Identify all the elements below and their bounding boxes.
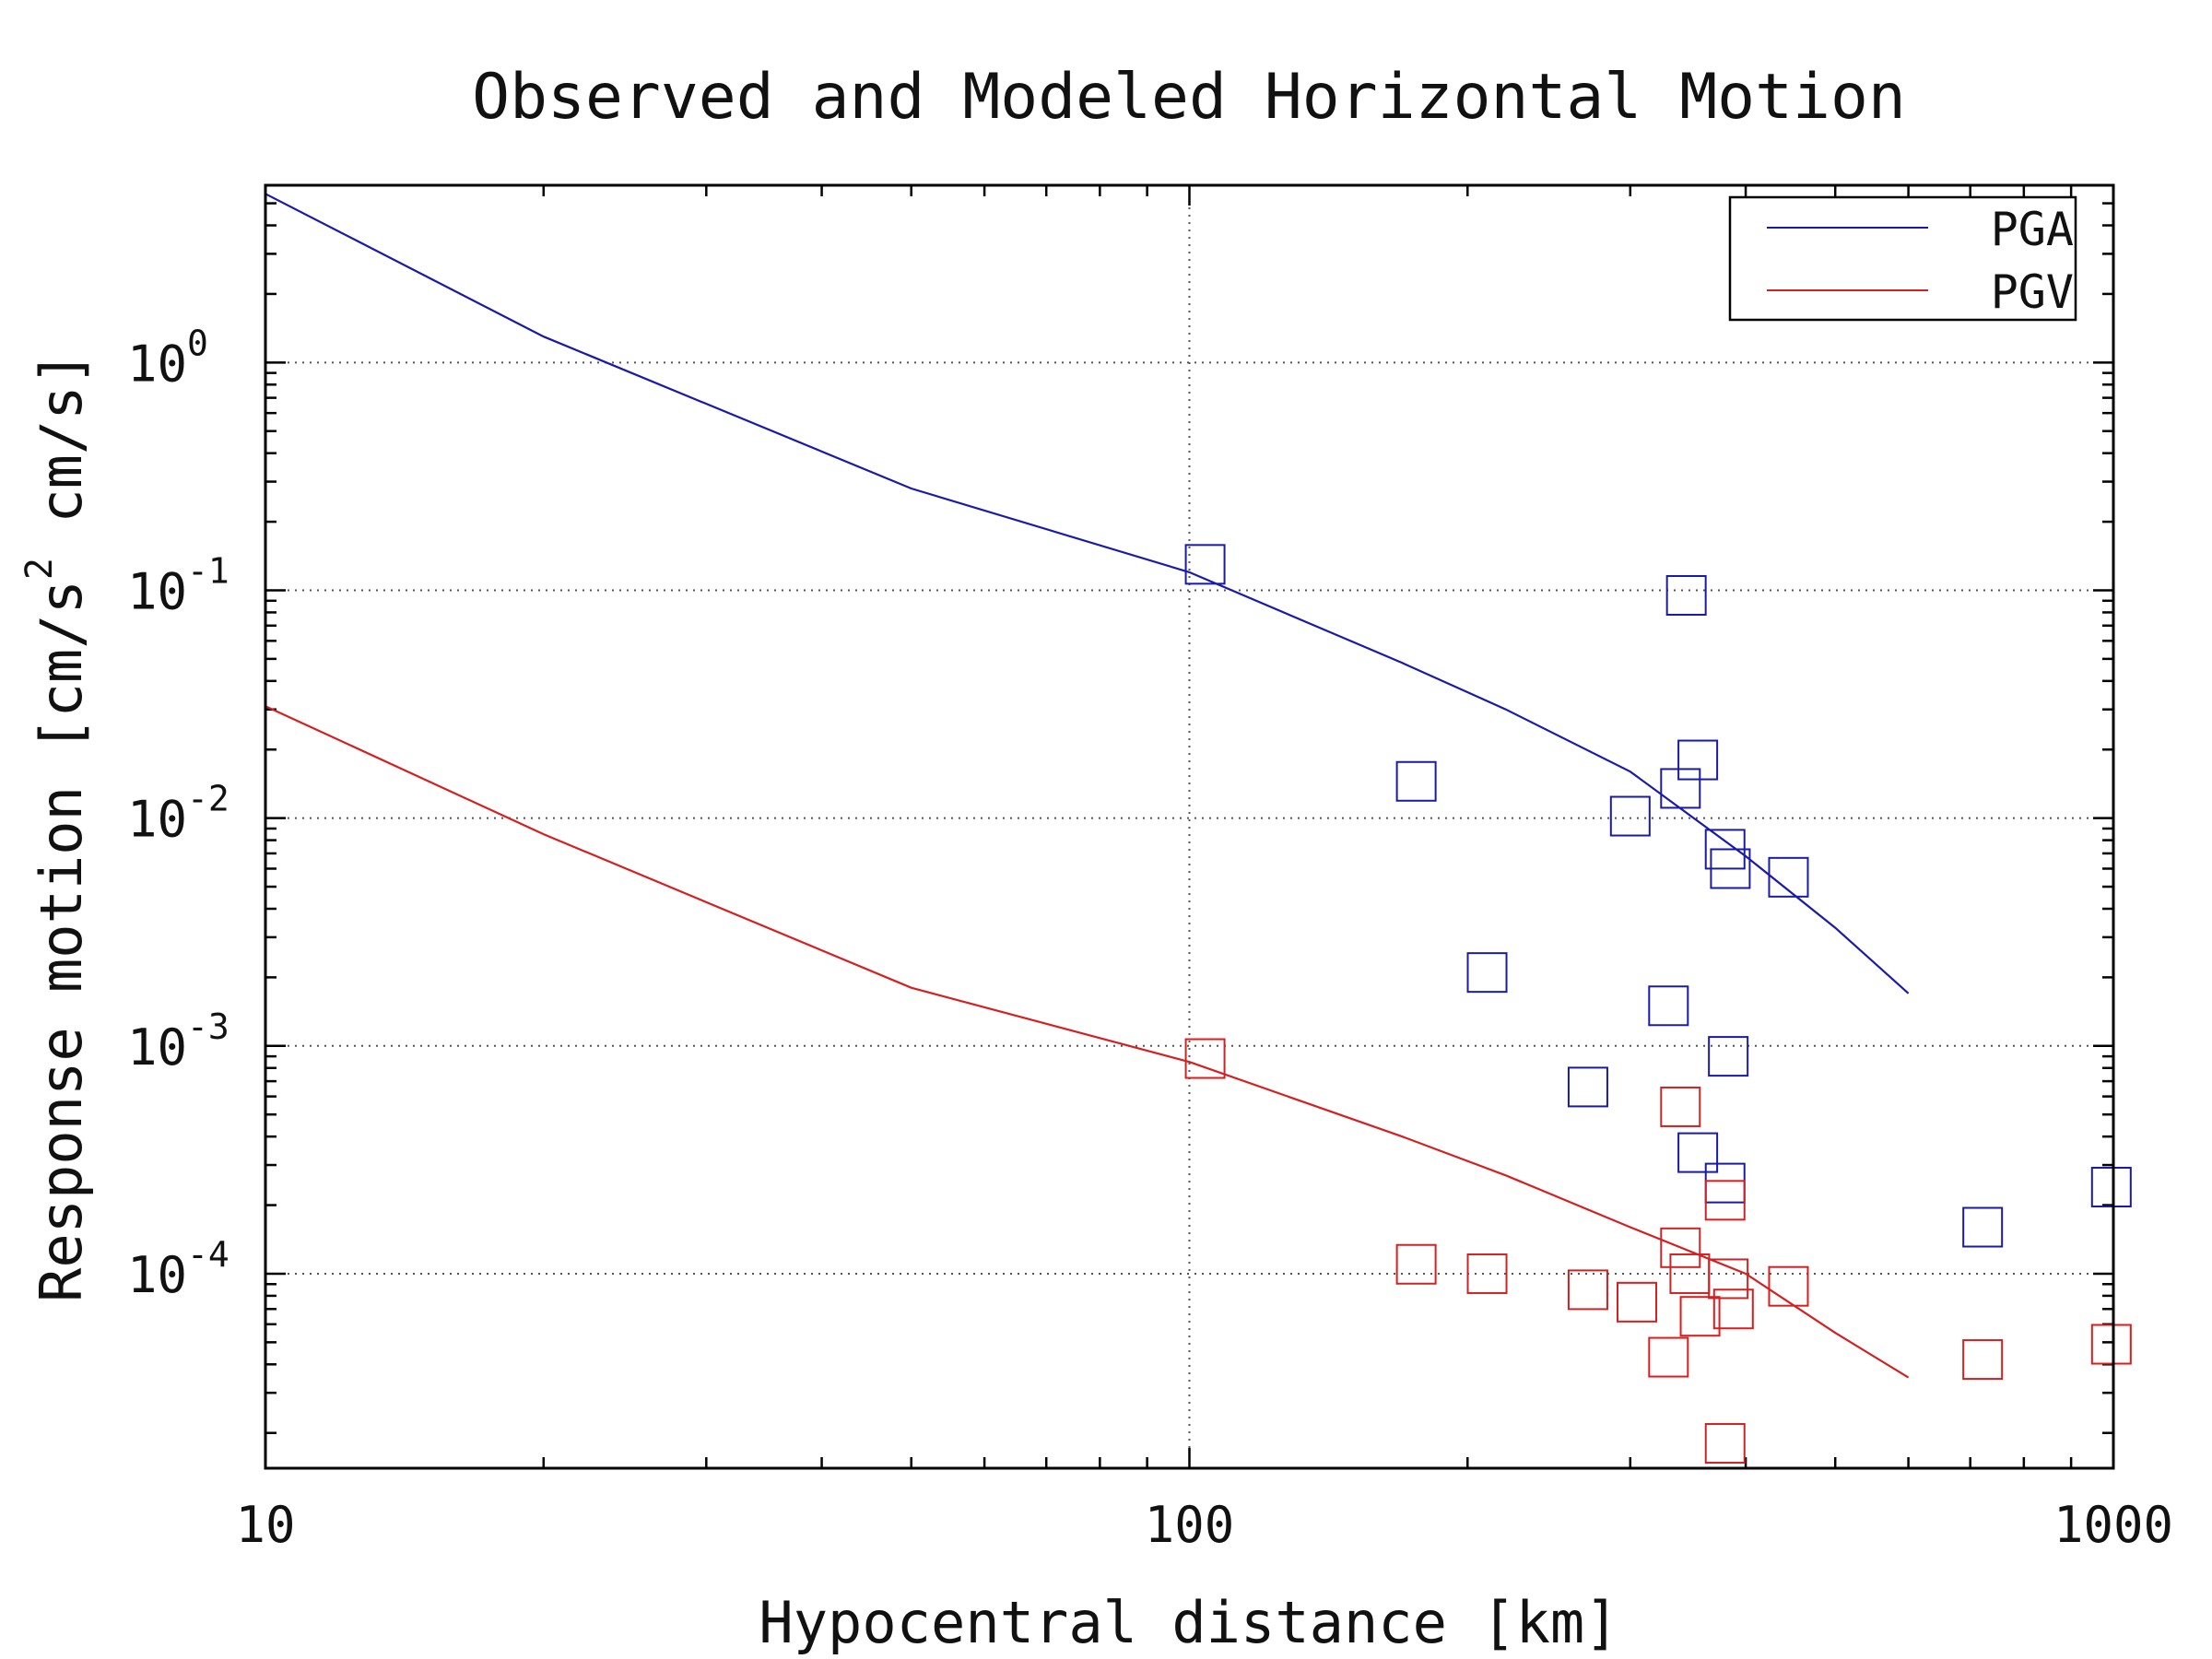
- x-tick-label-2: 1000: [2053, 1496, 2173, 1554]
- pga-observed-point: [1184, 544, 1226, 585]
- pgv-observed-point: [1660, 1086, 1701, 1127]
- pga-observed-point: [1704, 1162, 1746, 1204]
- y-tick-label-0: 100: [127, 323, 208, 393]
- y-axis-label-tail: cm/s]: [28, 351, 95, 558]
- pgv-observed-point: [1184, 1038, 1226, 1079]
- pgv-observed-point: [1768, 1265, 1809, 1307]
- pga-model-line: [265, 193, 1910, 994]
- legend: PGA PGV: [1728, 195, 2077, 322]
- x-tick-label-0: 10: [235, 1496, 295, 1554]
- x-tick-label-1: 100: [1145, 1496, 1235, 1554]
- pga-observed-point: [1962, 1206, 2004, 1248]
- pga-observed-point: [1677, 1132, 1719, 1173]
- y-tick-label-4: 10-4: [127, 1234, 229, 1304]
- pga-observed-point: [1466, 952, 1508, 994]
- pga-observed-point: [1665, 574, 1707, 616]
- pgv-observed-point: [1708, 1258, 1749, 1300]
- pgv-model-line: [265, 705, 1910, 1379]
- y-axis-label-main: Response motion [cm/s: [28, 580, 95, 1302]
- pgv-observed-point: [1712, 1288, 1754, 1330]
- pga-observed-point: [1677, 739, 1719, 781]
- pgv-observed-point: [1466, 1253, 1508, 1294]
- plot-area: [265, 193, 2132, 1465]
- y-tick-label-1: 10-1: [127, 550, 229, 620]
- pgv-observed-point: [1704, 1423, 1746, 1465]
- legend-label-pgv: PGV: [1991, 265, 2074, 319]
- pga-observed-point: [1768, 856, 1809, 898]
- pgv-observed-point: [1395, 1243, 1437, 1285]
- pga-observed-point: [2090, 1166, 2132, 1207]
- pgv-observed-point: [1617, 1281, 1658, 1323]
- y-axis-label: Response motion [cm/s2 cm/s]: [18, 351, 95, 1302]
- pgv-observed-point: [1962, 1339, 2004, 1381]
- plot-frame: [264, 183, 2115, 1470]
- pgv-observed-point: [2090, 1324, 2132, 1365]
- chart-title: Observed and Modeled Horizontal Motion: [472, 61, 1906, 134]
- y-axis-label-superscript: 2: [18, 558, 61, 580]
- pga-observed-point: [1395, 760, 1437, 802]
- y-tick-label-3: 10-3: [127, 1006, 229, 1077]
- grid-lines: [265, 185, 2113, 1468]
- legend-label-pga: PGA: [1991, 203, 2074, 256]
- pga-observed-point: [1660, 768, 1701, 809]
- pgv-observed-point: [1648, 1336, 1689, 1378]
- pgv-observed-point: [1567, 1269, 1608, 1311]
- legend-box: [1728, 195, 2077, 322]
- y-tick-label-2: 10-2: [127, 779, 229, 849]
- pgv-observed-point: [1679, 1296, 1721, 1337]
- pga-observed-point: [1567, 1066, 1608, 1108]
- x-tick-labels: 10 100 1000: [235, 1496, 2173, 1554]
- pga-observed-point: [1648, 985, 1689, 1027]
- pga-observed-point: [1710, 848, 1751, 889]
- pga-observed-point: [1609, 795, 1651, 837]
- y-tick-labels: 100 10-1 10-2 10-3 10-4: [127, 323, 229, 1304]
- pgv-observed-point: [1660, 1227, 1701, 1268]
- pga-observed-point: [1708, 1036, 1749, 1077]
- pgv-observed-point: [1704, 1180, 1746, 1221]
- x-axis-label: Hypocentral distance [km]: [759, 1589, 1618, 1656]
